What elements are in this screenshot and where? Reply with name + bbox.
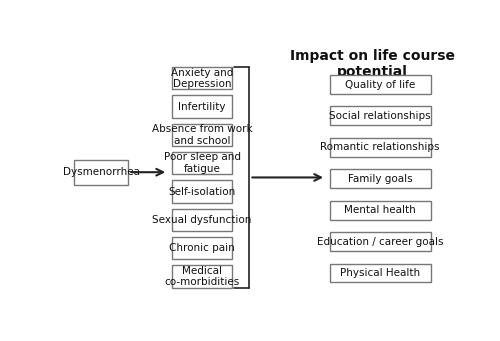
Text: Physical Health: Physical Health <box>340 268 420 278</box>
Bar <box>172 237 232 260</box>
Text: Mental health: Mental health <box>344 205 416 215</box>
Text: Sexual dysfunction: Sexual dysfunction <box>152 215 252 225</box>
Bar <box>172 152 232 175</box>
Text: Family goals: Family goals <box>348 174 412 184</box>
Bar <box>330 169 430 188</box>
Bar <box>172 209 232 231</box>
Text: Chronic pain: Chronic pain <box>169 243 235 253</box>
Text: Education / career goals: Education / career goals <box>317 237 444 247</box>
Text: Infertility: Infertility <box>178 102 226 112</box>
Text: Impact on life course
potential: Impact on life course potential <box>290 49 455 79</box>
Text: Quality of life: Quality of life <box>345 79 416 89</box>
Text: Social relationships: Social relationships <box>330 111 431 121</box>
Bar <box>330 201 430 220</box>
Text: Dysmenorrhea: Dysmenorrhea <box>63 167 140 177</box>
Text: Self-isolation: Self-isolation <box>168 187 235 197</box>
Text: Medical
co-morbidities: Medical co-morbidities <box>164 266 240 287</box>
Bar <box>172 265 232 288</box>
Text: Romantic relationships: Romantic relationships <box>320 142 440 152</box>
Bar <box>330 75 430 94</box>
Bar <box>172 180 232 203</box>
Text: Absence from work
and school: Absence from work and school <box>152 124 252 146</box>
Text: Anxiety and
Depression: Anxiety and Depression <box>171 68 233 89</box>
Bar <box>172 124 232 146</box>
Bar <box>172 67 232 89</box>
Bar <box>330 232 430 251</box>
Bar <box>330 106 430 125</box>
Bar <box>172 95 232 118</box>
Bar <box>330 138 430 157</box>
Text: Poor sleep and
fatigue: Poor sleep and fatigue <box>164 152 240 174</box>
Bar <box>74 160 128 185</box>
Bar <box>330 264 430 282</box>
